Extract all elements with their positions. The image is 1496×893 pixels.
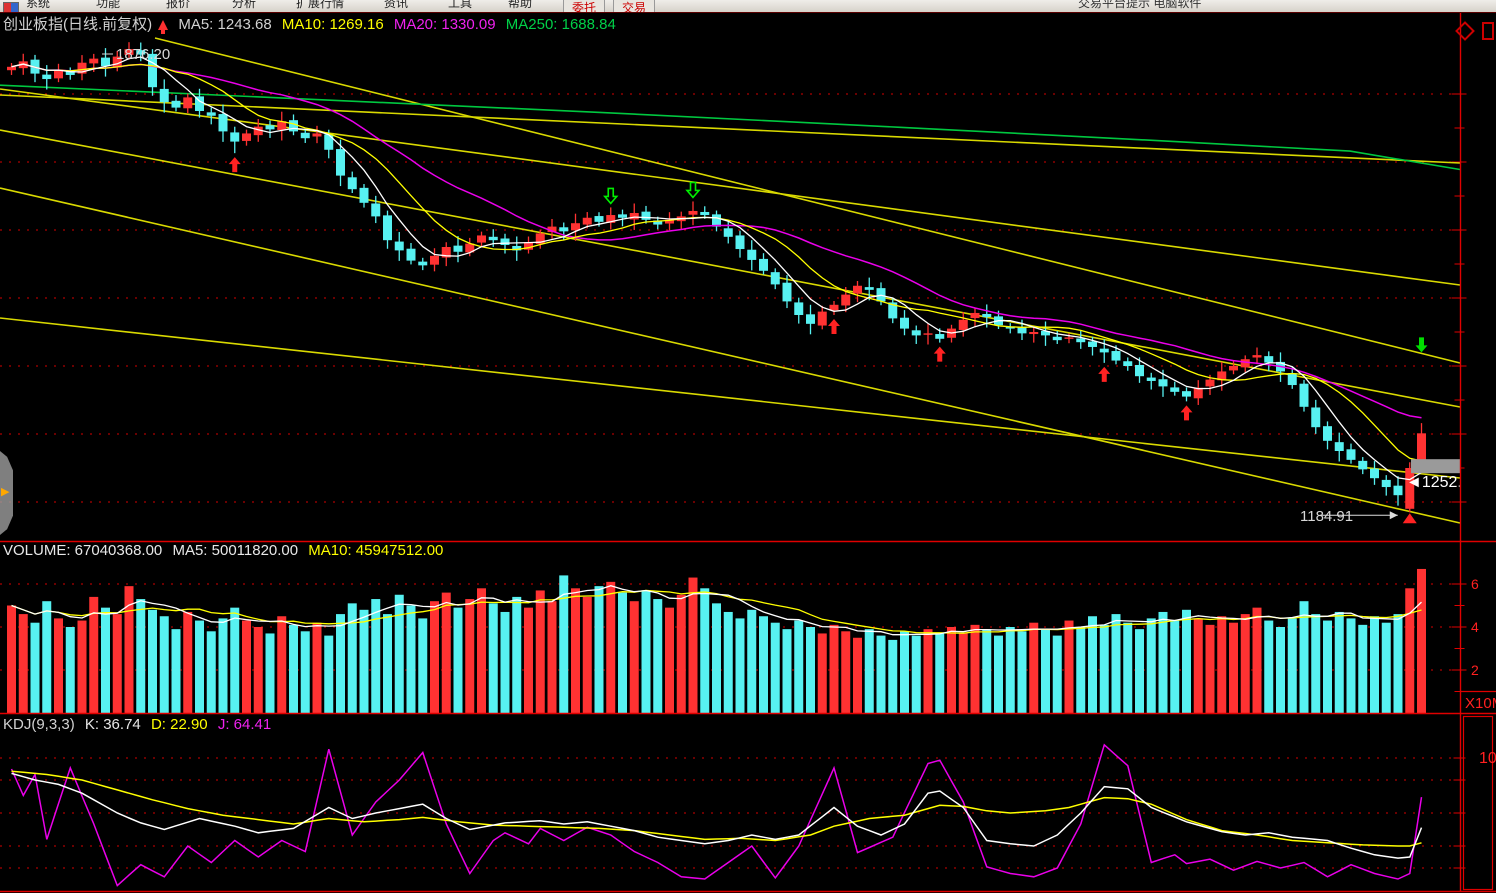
svg-text:2: 2 — [1471, 662, 1479, 678]
expand-arrow-icon: ▶ — [1, 486, 10, 498]
sidebar-expand-handle[interactable]: ▶ — [0, 451, 13, 535]
menu-item-5[interactable]: 资讯 — [384, 0, 409, 10]
menu-hot-item-1[interactable]: 交易 — [613, 0, 656, 12]
menu-item-3[interactable]: 分析 — [232, 0, 257, 10]
restore-icon[interactable] — [1482, 22, 1494, 40]
menu-right-text: 交易平台提示 电脑软件 — [1078, 0, 1202, 10]
svg-text:◄1252.68: ◄1252.68 — [1406, 474, 1480, 491]
svg-text:X10M: X10M — [1465, 695, 1496, 712]
diamond-icon[interactable] — [1454, 21, 1475, 41]
window-controls — [1454, 21, 1494, 43]
menu-item-6[interactable]: 工具 — [448, 0, 473, 10]
menu-item-7[interactable]: 帮助 — [508, 0, 533, 10]
menu-item-1[interactable]: 功能 — [96, 0, 121, 10]
app-logo-icon — [3, 2, 19, 12]
svg-text:1184.91: 1184.91 — [1300, 508, 1353, 525]
svg-text:100: 100 — [1479, 750, 1496, 767]
menu-item-2[interactable]: 报价 — [166, 0, 191, 10]
menu-item-0[interactable]: 系统 — [26, 0, 51, 10]
menu-hot-item-0[interactable]: 委托 — [563, 0, 606, 12]
svg-text:6: 6 — [1471, 576, 1479, 592]
menu-item-4[interactable]: 扩展行情 — [296, 0, 345, 10]
svg-text:1876.20: 1876.20 — [116, 46, 170, 63]
svg-text:4: 4 — [1471, 619, 1479, 635]
